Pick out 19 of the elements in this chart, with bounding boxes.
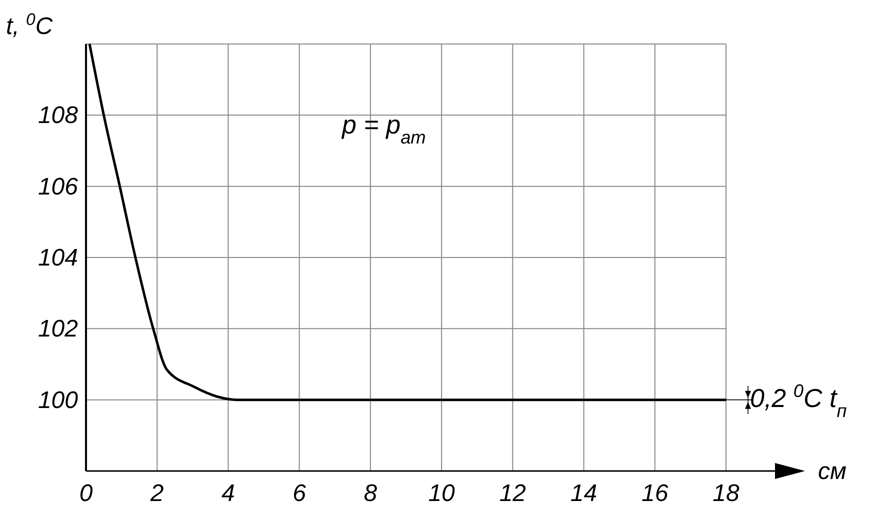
x-tick-label: 0 [79, 480, 94, 507]
y-tick-label: 104 [38, 244, 78, 272]
x-tick-label: 10 [428, 480, 456, 507]
x-tick-label: 2 [149, 480, 164, 507]
x-tick-label: 14 [570, 480, 598, 507]
y-tick-label: 100 [38, 386, 79, 414]
x-tick-label: 8 [364, 480, 378, 507]
annotation: p = p$_{ат}$ [341, 110, 426, 148]
y-tick-label: 106 [38, 173, 79, 200]
text: 0,2 $^{0}$C t$_{п}$ [750, 380, 847, 421]
x-tick-label: 18 [712, 480, 740, 507]
y-tick-label: 102 [38, 316, 78, 343]
x-tick-label: 16 [642, 480, 669, 507]
y-tick-label: 108 [38, 102, 79, 130]
y-axis-title: t, $^{0}$C [6, 10, 54, 40]
x-axis-title: см [818, 458, 846, 485]
x-tick-label: 4 [222, 480, 235, 507]
x-tick-label: 6 [292, 480, 307, 507]
x-tick-label: 12 [499, 480, 526, 507]
